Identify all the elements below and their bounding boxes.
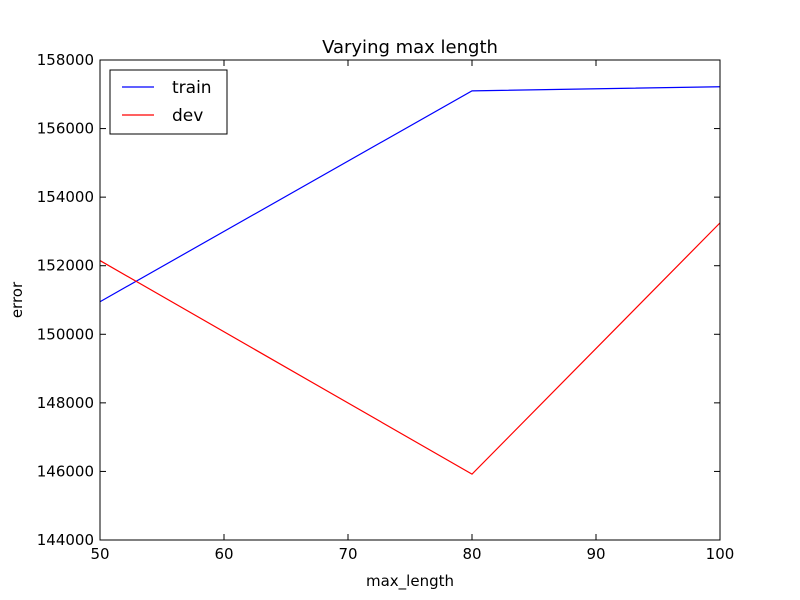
legend-frame: [109, 69, 228, 135]
y-tick-label: 146000: [37, 462, 94, 480]
x-tick-label: 50: [90, 545, 109, 563]
legend-label-dev: dev: [172, 106, 203, 126]
chart-title: Varying max length: [322, 37, 498, 58]
y-tick-label: 158000: [37, 51, 94, 69]
series-layer: [99, 86, 721, 475]
y-tick-label: 154000: [37, 188, 94, 206]
y-tick-label: 148000: [37, 394, 94, 412]
x-tick-label: 60: [214, 545, 233, 563]
plot-area-frame: [99, 59, 721, 541]
ticks-layer: 50 60 70 80 90 100 144000 146000 148000 150000 152…: [37, 51, 735, 563]
series-line-dev: [99, 222, 721, 475]
x-tick-label: 80: [462, 545, 481, 563]
y-tick-label: 144000: [37, 531, 94, 549]
y-tick-label: 156000: [37, 120, 94, 138]
x-tick-label: 100: [706, 545, 735, 563]
y-axis-label: error: [8, 281, 26, 318]
series-line-train: [99, 86, 721, 303]
legend-label-train: train: [172, 78, 212, 98]
x-tick-label: 90: [586, 545, 605, 563]
x-tick-label: 70: [338, 545, 357, 563]
legend: train dev: [109, 69, 228, 135]
x-axis-label: max_length: [366, 572, 454, 591]
y-tick-label: 150000: [37, 325, 94, 343]
y-tick-label: 152000: [37, 257, 94, 275]
